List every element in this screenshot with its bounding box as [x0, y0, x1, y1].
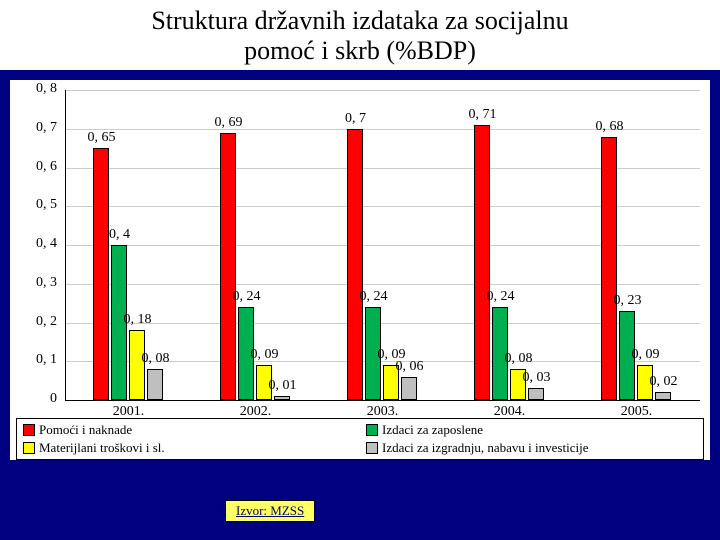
bar	[220, 133, 236, 400]
legend-swatch-3	[366, 442, 378, 454]
value-label: 0, 68	[591, 119, 629, 135]
bar	[274, 396, 290, 400]
chart-title: Struktura državnih izdataka za socijalnu…	[0, 0, 720, 70]
legend-swatch-0	[23, 424, 35, 436]
y-tick-label: 0, 6	[10, 159, 57, 175]
x-tick-label: 2002.	[192, 404, 319, 420]
source-label: Izvor: MZSS	[236, 503, 304, 518]
value-label: 0, 65	[83, 130, 121, 146]
title-line-2: pomoć i skrb (%BDP)	[244, 36, 476, 65]
value-label: 0, 09	[627, 347, 665, 363]
value-label: 0, 24	[228, 289, 266, 305]
value-label: 0, 09	[246, 347, 284, 363]
value-label: 0, 24	[355, 289, 393, 305]
bar	[655, 392, 671, 400]
value-label: 0, 71	[464, 107, 502, 123]
legend-label-0: Pomoći i naknade	[39, 422, 132, 438]
title-line-1: Struktura državnih izdataka za socijalnu	[151, 6, 568, 35]
bar	[474, 125, 490, 400]
legend-label-1: Izdaci za zaposlene	[382, 422, 483, 438]
legend-label-2: Materijlani troškovi i sl.	[39, 440, 165, 456]
y-axis-line	[65, 90, 66, 400]
bar	[93, 148, 109, 400]
legend: Pomoći i naknade Materijlani troškovi i …	[16, 418, 704, 460]
chart-area: Pomoći i naknade Materijlani troškovi i …	[10, 80, 710, 460]
value-label: 0, 03	[518, 370, 556, 386]
y-tick-label: 0	[10, 391, 57, 407]
y-tick-label: 0, 4	[10, 236, 57, 252]
bar	[147, 369, 163, 400]
value-label: 0, 18	[119, 312, 157, 328]
legend-swatch-1	[366, 424, 378, 436]
x-tick-label: 2005.	[573, 404, 700, 420]
bar	[528, 388, 544, 400]
bar	[401, 377, 417, 400]
value-label: 0, 69	[210, 115, 248, 131]
y-tick-label: 0, 1	[10, 352, 57, 368]
source-box: Izvor: MZSS	[225, 500, 315, 522]
value-label: 0, 08	[500, 351, 538, 367]
bar	[347, 129, 363, 400]
value-label: 0, 7	[337, 111, 375, 127]
x-axis-line	[65, 400, 700, 401]
legend-item-2: Materijlani troškovi i sl.	[17, 439, 360, 457]
y-tick-label: 0, 7	[10, 120, 57, 136]
value-label: 0, 01	[264, 378, 302, 394]
value-label: 0, 06	[391, 359, 429, 375]
y-tick-label: 0, 5	[10, 197, 57, 213]
y-tick-label: 0, 2	[10, 314, 57, 330]
legend-label-3: Izdaci za izgradnju, nabavu i investicij…	[382, 440, 588, 456]
value-label: 0, 23	[609, 293, 647, 309]
y-tick-label: 0, 3	[10, 275, 57, 291]
x-tick-label: 2001.	[65, 404, 192, 420]
legend-item-0: Pomoći i naknade	[17, 421, 360, 439]
y-tick-label: 0, 8	[10, 81, 57, 97]
bar	[601, 137, 617, 401]
value-label: 0, 4	[101, 227, 139, 243]
x-tick-label: 2003.	[319, 404, 446, 420]
slide: Struktura državnih izdataka za socijalnu…	[0, 0, 720, 540]
x-tick-label: 2004.	[446, 404, 573, 420]
legend-item-3: Izdaci za izgradnju, nabavu i investicij…	[360, 439, 703, 457]
value-label: 0, 24	[482, 289, 520, 305]
legend-item-1: Izdaci za zaposlene	[360, 421, 703, 439]
legend-swatch-2	[23, 442, 35, 454]
grid-line	[65, 90, 700, 91]
value-label: 0, 08	[137, 351, 175, 367]
value-label: 0, 02	[645, 374, 683, 390]
